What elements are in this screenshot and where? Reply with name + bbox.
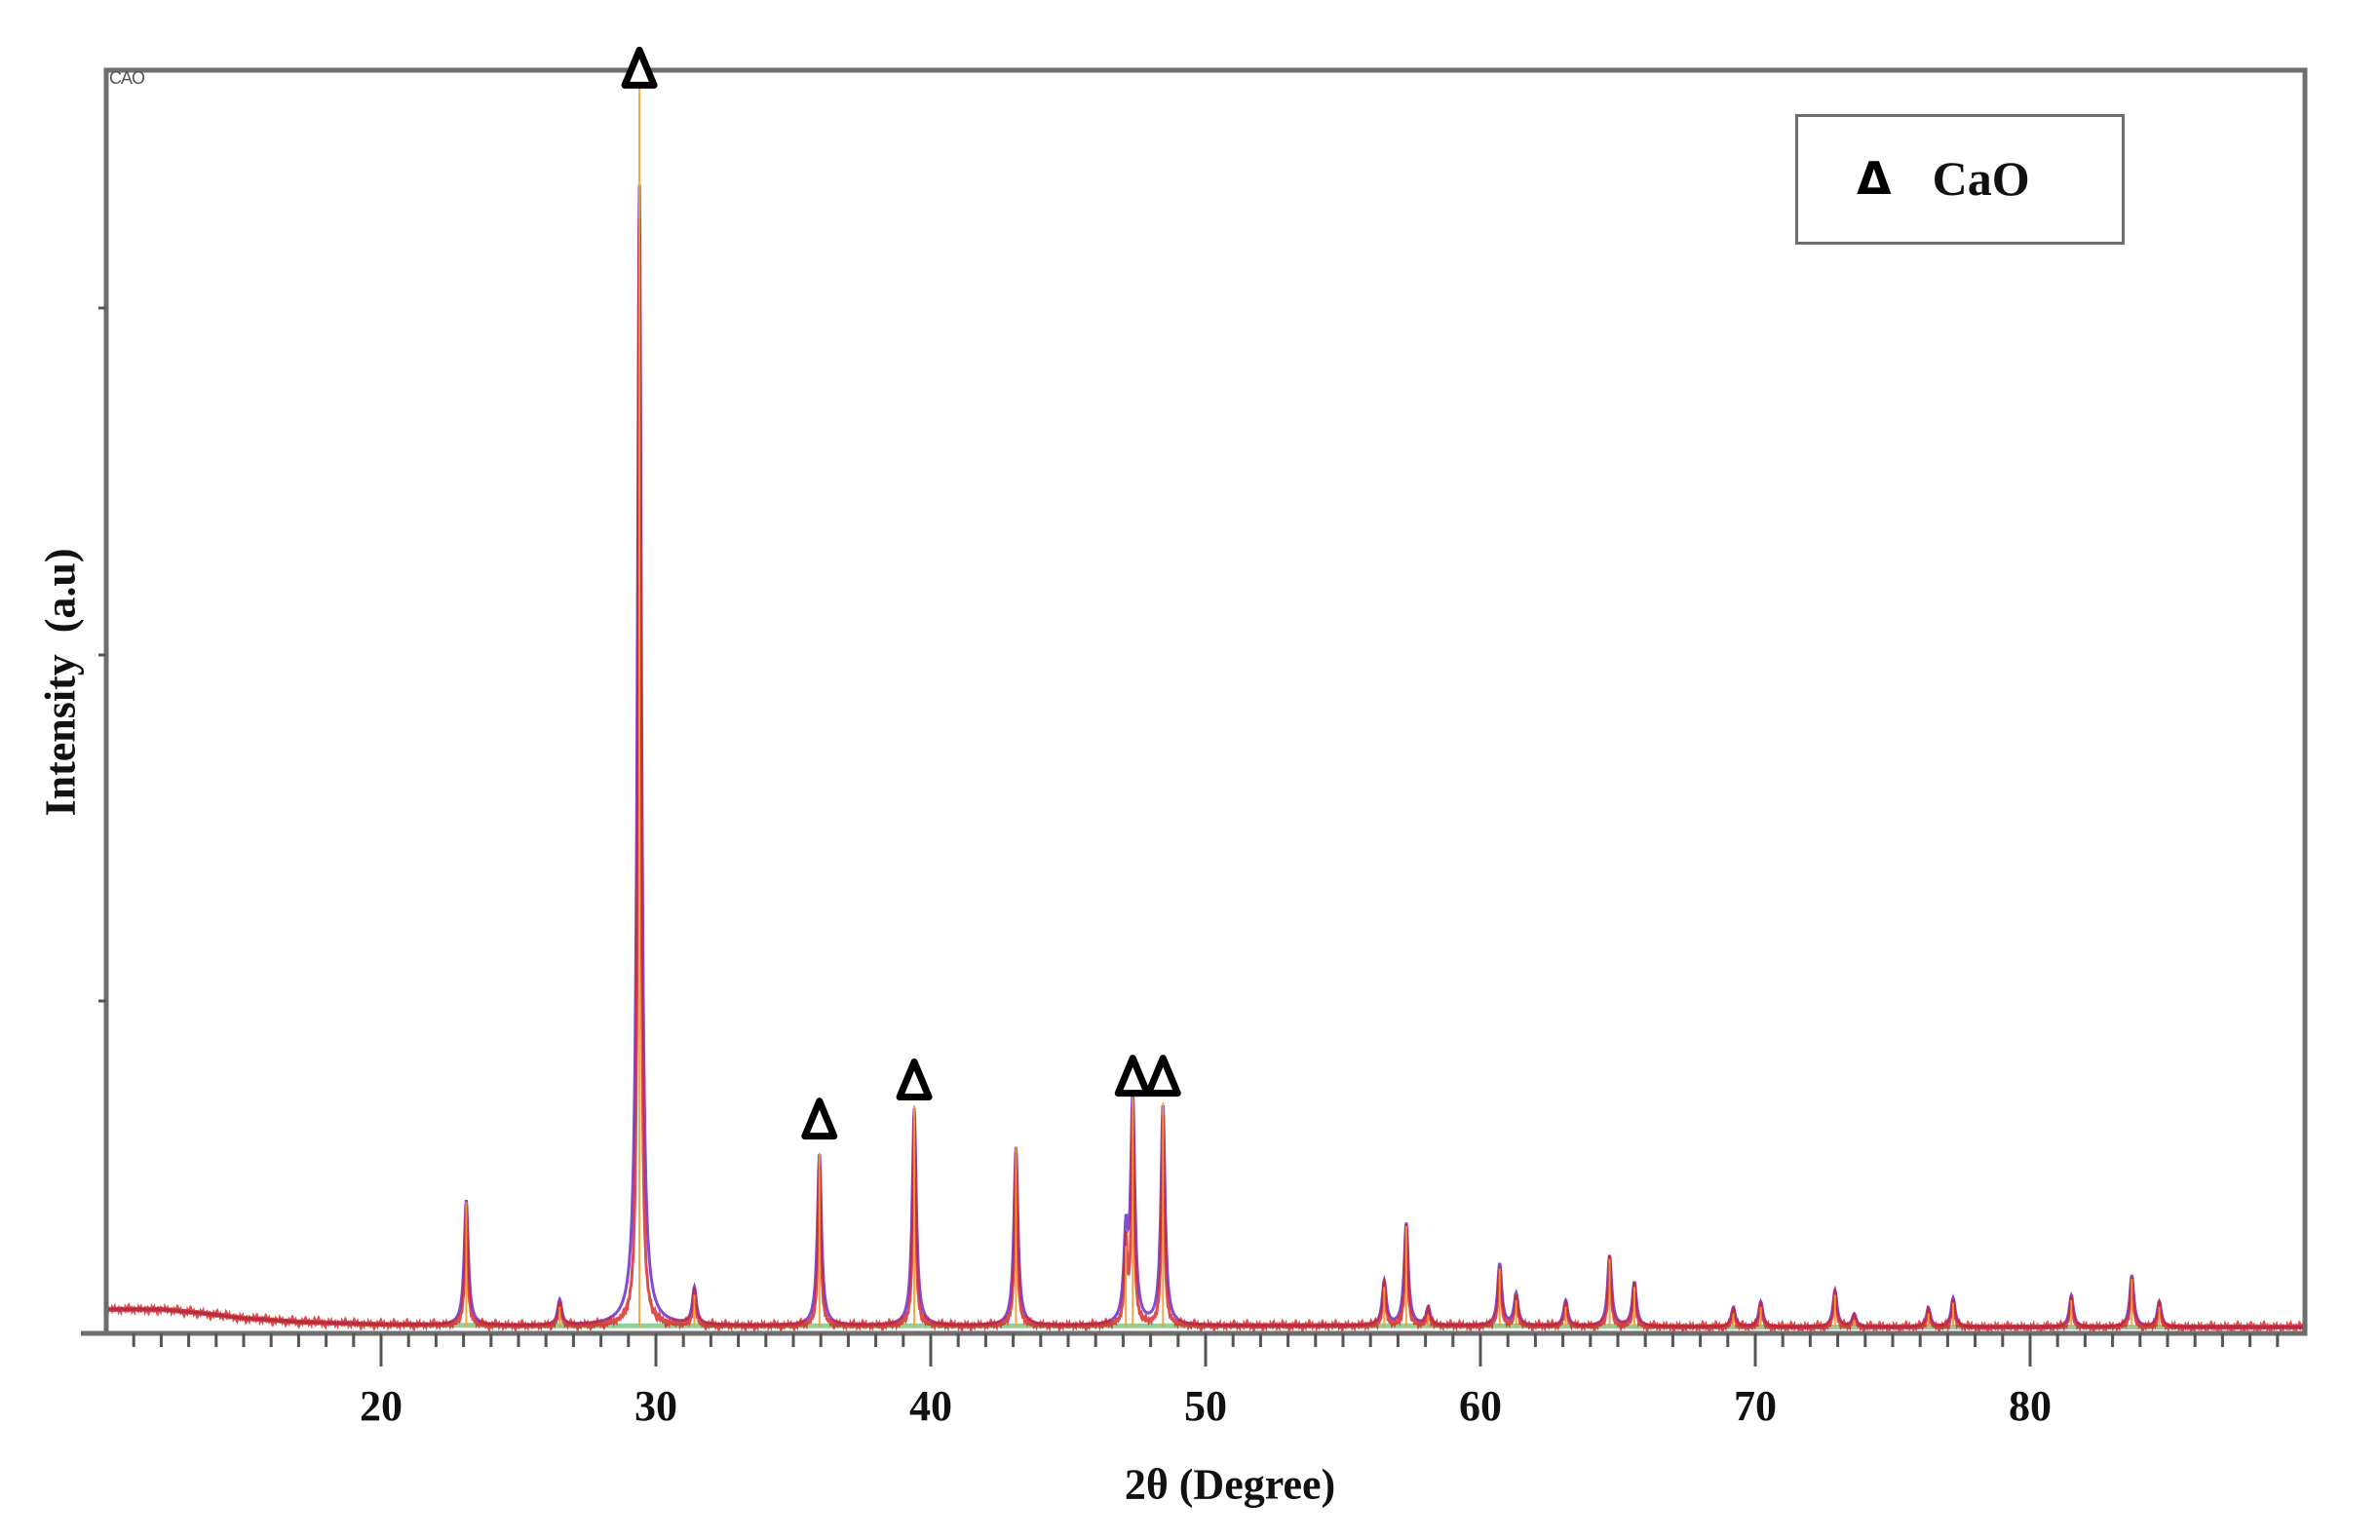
legend-item-cao: Δ CaO — [1857, 150, 2030, 207]
x-tick-label: 50 — [1184, 1382, 1227, 1430]
y-axis-label: Intensity (a.u) — [36, 548, 85, 817]
x-axis-ticks: 20 30 40 50 60 70 80 — [132, 1333, 2280, 1430]
x-tick-label: 30 — [634, 1382, 677, 1430]
x-tick-label: 40 — [909, 1382, 952, 1430]
x-tick-label: 60 — [1459, 1382, 1502, 1430]
legend-label: CaO — [1932, 151, 2030, 206]
legend: Δ CaO — [1795, 114, 2125, 245]
calculated-profile — [106, 184, 2305, 1328]
x-tick-label: 80 — [2009, 1382, 2052, 1430]
triangle-marker-icon: Δ — [1857, 152, 1892, 205]
corner-phase-label: CAO — [109, 68, 145, 88]
plot-frame — [81, 67, 2308, 1336]
triangle-marker-icon — [896, 1059, 933, 1101]
x-tick-label: 20 — [360, 1382, 403, 1430]
observed-profile — [104, 217, 2307, 1335]
x-tick-label: 70 — [1734, 1382, 1777, 1430]
phase-markers — [621, 46, 1181, 1140]
diffraction-traces — [104, 70, 2307, 1335]
triangle-marker-icon — [801, 1097, 838, 1140]
triangle-marker-icon — [1114, 1055, 1151, 1097]
y-axis-ticks — [98, 306, 106, 1003]
triangle-marker-icon — [621, 46, 658, 89]
x-axis-label: 2θ (Degree) — [1124, 1460, 1336, 1509]
triangle-marker-icon — [1144, 1055, 1181, 1097]
